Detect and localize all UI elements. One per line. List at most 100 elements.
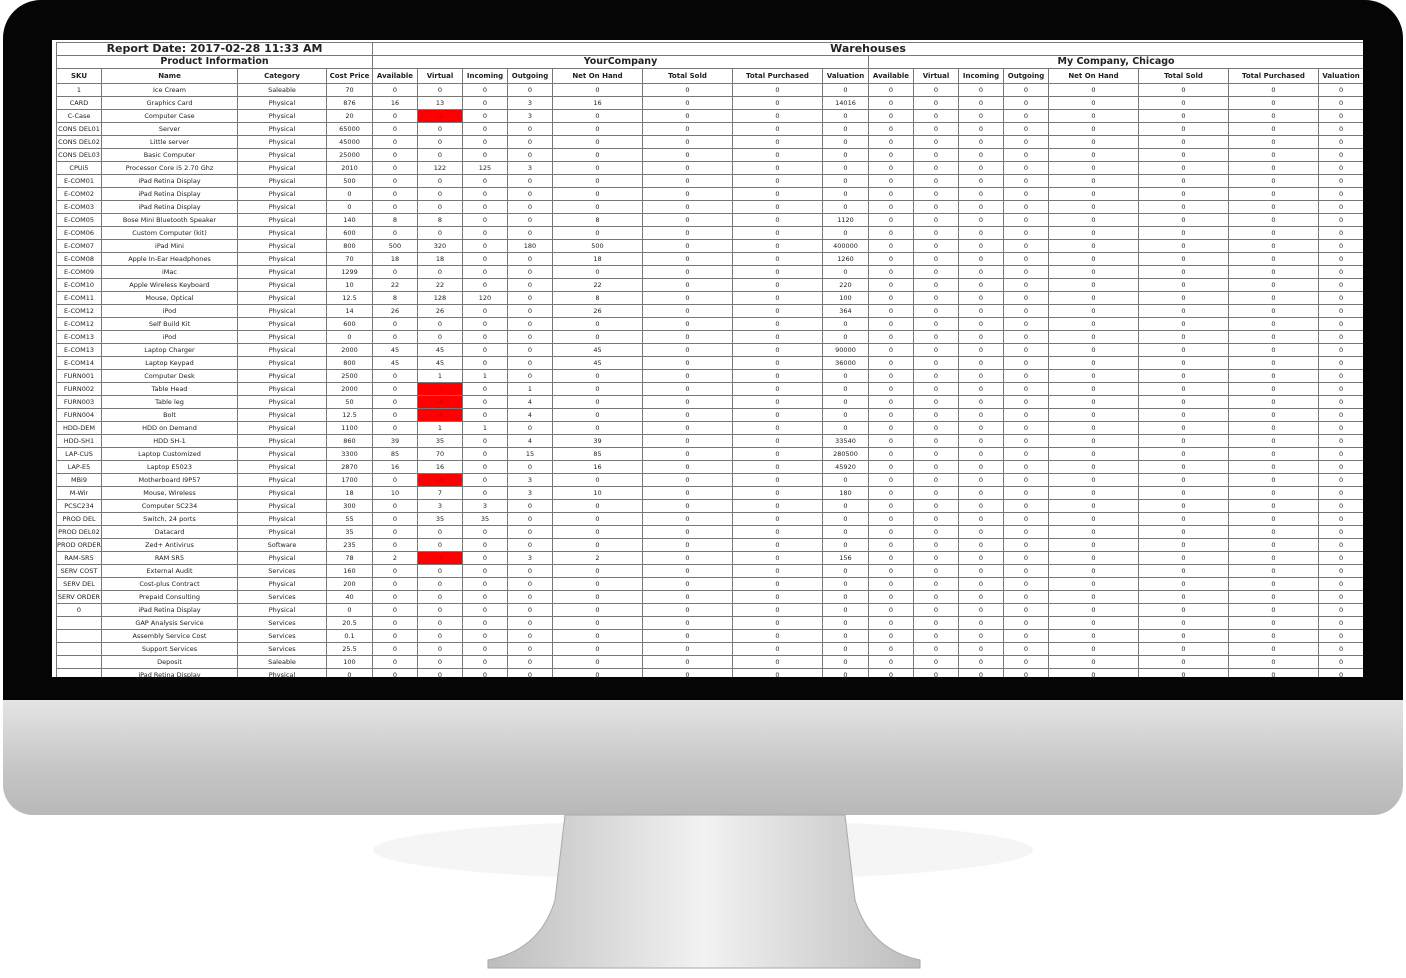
table-cell: 0 [372,122,418,136]
table-cell: E-COM14 [56,356,102,370]
table-cell: 0 [417,135,463,149]
table-cell: 0 [1317,174,1363,188]
table-cell: 0 [417,564,463,578]
table-cell: 0 [1003,460,1049,474]
table-cell: 12.5 [326,291,373,305]
table-cell: 0 [1048,512,1139,526]
table-cell: 0 [1138,538,1229,552]
table-cell: 0 [1138,135,1229,149]
product-information: Product Information [56,55,373,69]
table-cell: 0 [1317,213,1363,227]
table-cell: 0 [417,200,463,214]
table-cell: 0 [507,187,553,201]
table-cell: 0 [1317,655,1363,669]
table-cell: 8 [552,213,643,227]
table-cell: 0 [822,473,869,487]
table-cell: 0 [958,148,1004,162]
table-cell: 36000 [822,356,869,370]
table-cell: Physical [237,226,327,240]
table-cell: 0 [1228,213,1319,227]
table-cell: 0 [1317,590,1363,604]
table-cell: 100 [326,655,373,669]
table-cell: SERV COST [56,564,102,578]
table-cell: 0 [958,551,1004,565]
table-cell: 3 [507,551,553,565]
table-cell: Physical [237,434,327,448]
table-row: E-COM08 Apple In-Ear Headphones Physical 70… [56,252,1363,266]
table-cell: 0 [1138,603,1229,617]
table-cell: Ice Cream [101,83,238,97]
column-header: Name [101,68,238,84]
table-cell: 65000 [326,122,373,136]
table-cell: 0 [732,395,823,409]
table-cell: Physical [237,668,327,677]
table-cell: 0 [1138,577,1229,591]
table-cell: 0 [1003,408,1049,422]
table-cell: 0 [1048,174,1139,188]
table-cell: 0 [913,330,959,344]
table-cell: 0 [913,577,959,591]
table-cell: 1700 [326,473,373,487]
table-cell: 50 [326,395,373,409]
table-cell: 2010 [326,161,373,175]
table-cell: 18 [372,252,418,266]
table-cell: 2000 [326,343,373,357]
table-cell: 0 [326,668,373,677]
table-cell: 0 [868,395,914,409]
table-cell: Laptop Keypad [101,356,238,370]
table-cell: 0 [1003,148,1049,162]
table-cell: 0 [822,603,869,617]
table-cell: 0 [913,304,959,318]
table-row: iPad Retina Display Physical 0 0 0 0 0 0 0 0 0 0 0 0 0… [56,668,1363,677]
table-cell: Saleable [237,655,327,669]
table-cell: 16 [372,460,418,474]
table-cell: 3 [507,109,553,123]
table-cell: Mouse, Optical [101,291,238,305]
table-cell: 0 [1003,512,1049,526]
table-row: SERV DEL Cost-plus Contract Physical 200 0 0 0… [56,577,1363,591]
table-cell: Physical [237,148,327,162]
table-cell: E-COM10 [56,278,102,292]
table-cell: 220 [822,278,869,292]
table-cell: 0 [1228,577,1319,591]
table-cell: 78 [326,551,373,565]
table-cell: Physical [237,408,327,422]
table-cell: 0 [1048,83,1139,97]
table-cell: 0 [868,330,914,344]
table-cell: 0 [1317,382,1363,396]
table-cell: 3 [417,499,463,513]
table-cell: 0 [1003,577,1049,591]
table-cell: 0 [1003,226,1049,240]
table-cell: 0 [868,135,914,149]
table-cell: 0 [822,148,869,162]
table-cell: 26 [552,304,643,318]
column-header: Total Purchased [732,68,823,84]
table-cell: 0 [1048,161,1139,175]
table-cell: 0 [507,200,553,214]
column-header: Outgoing [1003,68,1049,84]
column-header: Total Purchased [1228,68,1319,84]
table-cell: 0 [372,109,418,123]
table-cell: 0 [642,330,733,344]
table-cell: 0 [822,512,869,526]
table-cell: 0 [1048,538,1139,552]
table-cell: 0 [417,265,463,279]
table-cell: 4 [507,408,553,422]
table-cell: 0 [868,252,914,266]
table-cell: 0 [507,421,553,435]
table-cell: 40 [326,590,373,604]
table-cell: 0 [958,83,1004,97]
table-cell: 0 [913,83,959,97]
table-cell: 0 [642,486,733,500]
table-cell: 0 [1228,135,1319,149]
table-cell: Custom Computer (kit) [101,226,238,240]
table-cell: 0 [868,317,914,331]
table-cell: 0 [642,304,733,318]
table-cell: Physical [237,135,327,149]
table-cell: 0 [642,135,733,149]
table-cell: 0 [1048,629,1139,643]
table-cell: 4 [507,395,553,409]
table-cell: RAM SR5 [101,551,238,565]
table-cell: 0 [1138,96,1229,110]
table-row: E-COM07 iPad Mini Physical 800 500 320 0 180 500… [56,239,1363,253]
